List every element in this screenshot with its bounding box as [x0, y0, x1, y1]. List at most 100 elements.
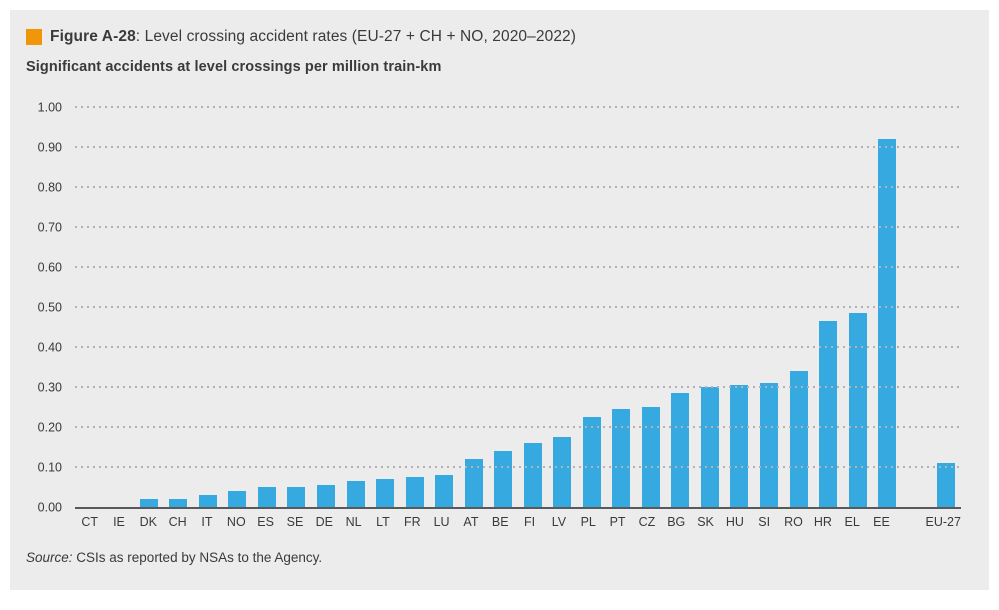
- bar-CZ: [641, 407, 660, 507]
- x-tick-label: IE: [113, 515, 125, 529]
- x-tick-label: LV: [551, 515, 567, 529]
- h-gridline: [75, 266, 961, 268]
- bar-slot: [872, 107, 902, 507]
- figure-title-text: : Level crossing accident rates (EU-27 +…: [135, 28, 577, 45]
- y-tick-label: 0.80: [37, 179, 62, 194]
- h-gridline: [75, 306, 961, 308]
- y-tick-label: 0.40: [37, 339, 62, 354]
- figure-header: Figure A-28: Level crossing accident rat…: [10, 10, 961, 46]
- x-tick-label: EL: [844, 515, 860, 529]
- x-tick-label: RO: [784, 515, 803, 529]
- x-tick-label: PL: [580, 515, 596, 529]
- x-tick-label: SK: [697, 515, 714, 529]
- bar-slot: [400, 107, 430, 507]
- x-tick-label: SE: [286, 515, 304, 529]
- h-gridline: [75, 466, 961, 468]
- y-tick-label: 0.20: [37, 419, 62, 434]
- x-tick-label: BE: [491, 515, 509, 529]
- source-prefix: Source:: [26, 550, 73, 565]
- bar-slot: [695, 107, 725, 507]
- bar-SI: [759, 383, 778, 507]
- label-gap-spacer: [896, 515, 925, 530]
- bar-slot: [577, 107, 607, 507]
- x-tick-label: CZ: [638, 515, 656, 529]
- bar-LV: [553, 437, 572, 507]
- h-gridline: [75, 226, 961, 228]
- x-tick-label: FI: [524, 515, 536, 529]
- bar-slot: [459, 107, 489, 507]
- x-tick-label: EE: [873, 515, 890, 529]
- x-tick-label: NL: [345, 515, 362, 529]
- bar-HU: [730, 385, 749, 507]
- bar-slot: [666, 107, 696, 507]
- bar-DK: [139, 499, 158, 507]
- x-tick-label: LU: [433, 515, 450, 529]
- bar-slot: [548, 107, 578, 507]
- h-gridline: [75, 106, 961, 108]
- bar-BE: [494, 451, 513, 507]
- x-tick-label: AT: [463, 515, 479, 529]
- bar-slot: [193, 107, 223, 507]
- bar-EE: [878, 139, 897, 507]
- x-tick-label: CT: [81, 515, 98, 529]
- bar-slot: [518, 107, 548, 507]
- y-tick-label: 0.60: [37, 259, 62, 274]
- y-tick-label: 0.50: [37, 299, 62, 314]
- y-tick-label: 0.90: [37, 139, 62, 154]
- bar-PL: [582, 417, 601, 507]
- figure-panel: Figure A-28: Level crossing accident rat…: [10, 10, 989, 590]
- bars-row: [75, 107, 961, 507]
- bar-HR: [819, 321, 838, 507]
- bar-ES: [257, 487, 276, 507]
- bar-slot: [931, 107, 961, 507]
- bar-NO: [228, 491, 247, 507]
- h-gridline: [75, 426, 961, 428]
- bar-chart: 0.00 0.10 0.20 0.30 0.40 0.50 0.60 0.70 0.80 0.90…: [10, 101, 961, 530]
- plot-area: [75, 106, 961, 509]
- x-tick-label: SI: [758, 515, 771, 529]
- bar-slot: [370, 107, 400, 507]
- y-tick-label: 0.00: [37, 499, 62, 514]
- source-text: CSIs as reported by NSAs to the Agency.: [72, 550, 323, 565]
- bar-EL: [848, 313, 867, 507]
- x-tick-label: NO: [226, 515, 246, 529]
- bar-slot: [252, 107, 282, 507]
- bar-IT: [198, 495, 217, 507]
- bar-slot: [341, 107, 371, 507]
- x-tick-label: BG: [667, 515, 686, 529]
- chart-subtitle: Significant accidents at level crossings…: [26, 59, 442, 75]
- h-gridline: [75, 386, 961, 388]
- x-tick-label: DE: [315, 515, 333, 529]
- x-tick-label: LT: [376, 515, 390, 529]
- bar-AT: [464, 459, 483, 507]
- x-tick-label: CH: [168, 515, 187, 529]
- h-gridline: [75, 146, 961, 148]
- bar-slot: [754, 107, 784, 507]
- bar-NL: [346, 481, 365, 507]
- figure-title: Figure A-28: Level crossing accident rat…: [50, 28, 576, 46]
- bar-RO: [789, 371, 808, 507]
- y-tick-label: 0.10: [37, 459, 62, 474]
- bar-FI: [523, 443, 542, 507]
- x-tick-label: HR: [813, 515, 832, 529]
- bar-PT: [612, 409, 631, 507]
- bar-slot: [784, 107, 814, 507]
- bar-SE: [287, 487, 306, 507]
- x-axis-labels: CT IE DK CH IT NO ES SE DE NL LT FR LU AT BE FI LV PL PT CZ…: [75, 515, 961, 530]
- x-tick-label: DK: [139, 515, 157, 529]
- bar-slot: [725, 107, 755, 507]
- bar-slot: [223, 107, 253, 507]
- bar-DE: [317, 485, 336, 507]
- x-tick-label: HU: [725, 515, 744, 529]
- y-tick-label: 0.30: [37, 379, 62, 394]
- bar-slot: [282, 107, 312, 507]
- bar-LT: [376, 479, 395, 507]
- figure-number: Figure A-28: [50, 28, 136, 45]
- bar-BG: [671, 393, 690, 507]
- bar-slot: [429, 107, 459, 507]
- y-axis: 0.00 0.10 0.20 0.30 0.40 0.50 0.60 0.70 0.80 0.90…: [10, 101, 75, 513]
- y-tick-label: 1.00: [37, 99, 62, 114]
- bar-CH: [169, 499, 188, 507]
- bar-slot: [636, 107, 666, 507]
- bar-slot: [311, 107, 341, 507]
